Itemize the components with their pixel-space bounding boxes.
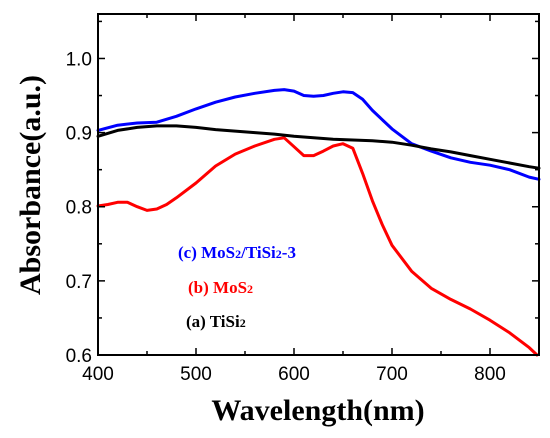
x-axis-title: Wavelength(nm) xyxy=(211,394,424,427)
x-tick-label: 800 xyxy=(474,364,506,385)
x-tick-label: 400 xyxy=(82,364,114,385)
y-tick-label: 0.9 xyxy=(66,124,92,145)
series-layer xyxy=(96,88,541,357)
x-tick-label: 700 xyxy=(376,364,408,385)
plot-frame xyxy=(97,13,540,356)
y-tick-label: 0.8 xyxy=(66,198,92,219)
legend-entry-a: (a) TiSi2 xyxy=(186,312,246,331)
series-line-1 xyxy=(96,136,539,357)
y-tick-label: 0.6 xyxy=(66,346,92,367)
legend: (c) MoS2/TiSi2-3 (b) MoS2 (a) TiSi2 xyxy=(178,243,296,331)
legend-entry-c: (c) MoS2/TiSi2-3 xyxy=(178,243,296,262)
series-line-2 xyxy=(96,124,541,170)
y-tick-label: 1.0 xyxy=(66,49,92,70)
series-line-0 xyxy=(96,88,541,181)
x-tick-label: 600 xyxy=(278,364,310,385)
x-tick-label: 500 xyxy=(180,364,212,385)
legend-entry-b: (b) MoS2 xyxy=(188,278,253,297)
y-tick-label: 0.7 xyxy=(66,272,92,293)
y-axis-title: Absorbance(a.u.) xyxy=(14,75,47,295)
tick-layer: 400 500 600 700 800 0.6 0.7 0.8 0.9 1.0 xyxy=(66,14,540,385)
